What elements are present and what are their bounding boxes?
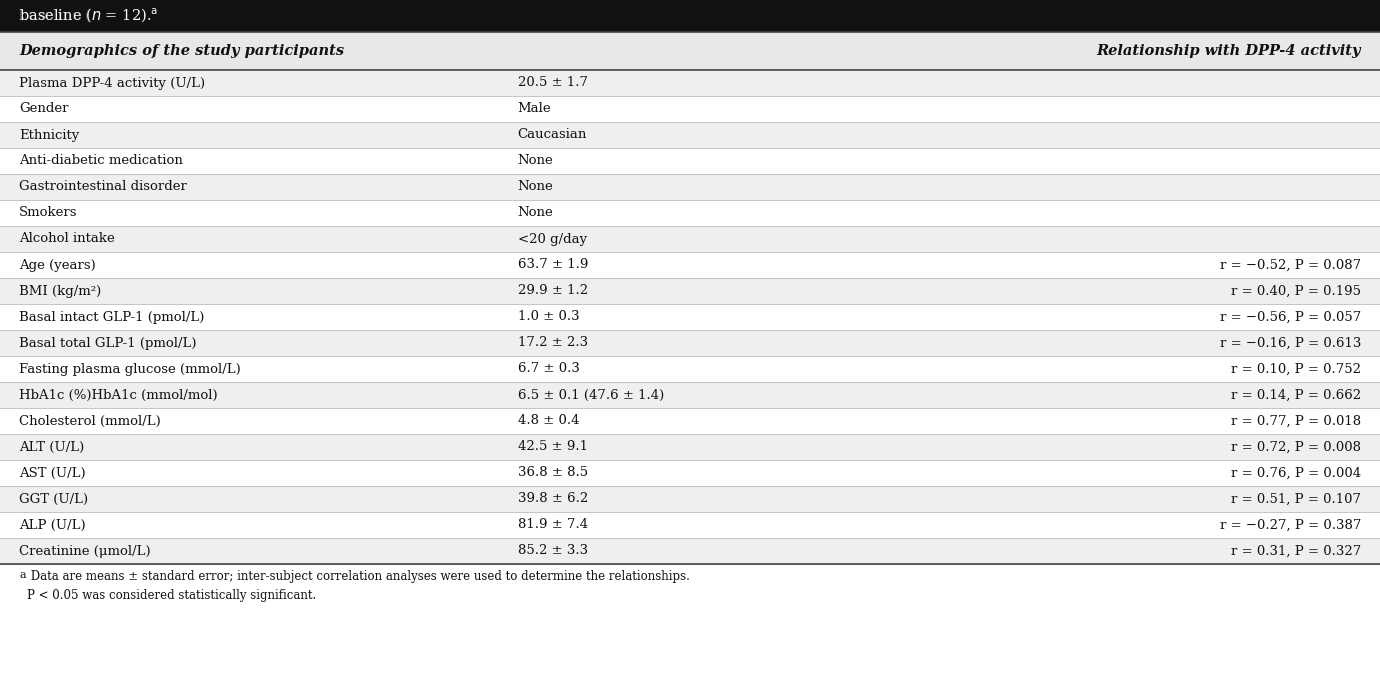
Text: r = 0.77, P = 0.018: r = 0.77, P = 0.018 — [1231, 414, 1361, 428]
Bar — [0, 434, 1380, 460]
Text: 39.8 ± 6.2: 39.8 ± 6.2 — [518, 492, 588, 506]
Bar — [0, 32, 1380, 70]
Text: r = 0.40, P = 0.195: r = 0.40, P = 0.195 — [1231, 285, 1361, 298]
Bar — [0, 148, 1380, 174]
Text: 4.8 ± 0.4: 4.8 ± 0.4 — [518, 414, 580, 428]
Bar — [0, 408, 1380, 434]
Text: AST (U/L): AST (U/L) — [19, 466, 86, 479]
Text: 17.2 ± 2.3: 17.2 ± 2.3 — [518, 336, 588, 349]
Text: 1.0 ± 0.3: 1.0 ± 0.3 — [518, 311, 580, 323]
Text: Smokers: Smokers — [19, 207, 77, 220]
Bar — [0, 252, 1380, 278]
Text: 6.7 ± 0.3: 6.7 ± 0.3 — [518, 363, 580, 376]
Text: baseline (: baseline ( — [19, 9, 91, 23]
Text: r = −0.27, P = 0.387: r = −0.27, P = 0.387 — [1220, 519, 1361, 532]
Text: r = 0.51, P = 0.107: r = 0.51, P = 0.107 — [1231, 492, 1361, 506]
Text: Gastrointestinal disorder: Gastrointestinal disorder — [19, 180, 186, 193]
Text: Creatinine (μmol/L): Creatinine (μmol/L) — [19, 544, 150, 557]
Text: 6.5 ± 0.1 (47.6 ± 1.4): 6.5 ± 0.1 (47.6 ± 1.4) — [518, 388, 664, 401]
Text: Alcohol intake: Alcohol intake — [19, 233, 115, 245]
Bar — [0, 356, 1380, 382]
Text: 85.2 ± 3.3: 85.2 ± 3.3 — [518, 544, 588, 557]
Text: r = −0.52, P = 0.087: r = −0.52, P = 0.087 — [1220, 258, 1361, 271]
Bar — [0, 278, 1380, 304]
Text: None: None — [518, 207, 553, 220]
Text: None: None — [518, 180, 553, 193]
Text: 29.9 ± 1.2: 29.9 ± 1.2 — [518, 285, 588, 298]
Text: r = 0.31, P = 0.327: r = 0.31, P = 0.327 — [1231, 544, 1361, 557]
Text: Gender: Gender — [19, 102, 69, 115]
Bar — [0, 512, 1380, 538]
Text: 81.9 ± 7.4: 81.9 ± 7.4 — [518, 519, 588, 532]
Text: r = −0.56, P = 0.057: r = −0.56, P = 0.057 — [1220, 311, 1361, 323]
Text: Plasma DPP-4 activity (U/L): Plasma DPP-4 activity (U/L) — [19, 77, 206, 89]
Bar — [0, 0, 1380, 32]
Text: r = −0.16, P = 0.613: r = −0.16, P = 0.613 — [1220, 336, 1361, 349]
Text: Age (years): Age (years) — [19, 258, 95, 271]
Text: Ethnicity: Ethnicity — [19, 129, 79, 142]
Bar — [0, 460, 1380, 486]
Text: Cholesterol (mmol/L): Cholesterol (mmol/L) — [19, 414, 161, 428]
Bar — [0, 226, 1380, 252]
Text: r = 0.76, P = 0.004: r = 0.76, P = 0.004 — [1231, 466, 1361, 479]
Text: <20 g/day: <20 g/day — [518, 233, 586, 245]
Text: 20.5 ± 1.7: 20.5 ± 1.7 — [518, 77, 588, 89]
Text: 36.8 ± 8.5: 36.8 ± 8.5 — [518, 466, 588, 479]
Bar — [0, 96, 1380, 122]
Text: Anti-diabetic medication: Anti-diabetic medication — [19, 155, 184, 167]
Text: GGT (U/L): GGT (U/L) — [19, 492, 88, 506]
Text: Caucasian: Caucasian — [518, 129, 586, 142]
Text: r = 0.72, P = 0.008: r = 0.72, P = 0.008 — [1231, 441, 1361, 454]
Text: 42.5 ± 9.1: 42.5 ± 9.1 — [518, 441, 588, 454]
Text: baseline (: baseline ( — [19, 9, 91, 23]
Text: r = 0.14, P = 0.662: r = 0.14, P = 0.662 — [1231, 388, 1361, 401]
Text: r = 0.10, P = 0.752: r = 0.10, P = 0.752 — [1231, 363, 1361, 376]
Bar — [0, 538, 1380, 564]
Text: Basal intact GLP-1 (pmol/L): Basal intact GLP-1 (pmol/L) — [19, 311, 204, 323]
Bar — [0, 382, 1380, 408]
Bar — [0, 174, 1380, 200]
Bar — [0, 122, 1380, 148]
Text: ALT (U/L): ALT (U/L) — [19, 441, 84, 454]
Bar — [0, 486, 1380, 512]
Text: baseline ($\it{n}$ = 12).$^{\mathrm{a}}$: baseline ($\it{n}$ = 12).$^{\mathrm{a}}$ — [19, 7, 159, 25]
Text: Male: Male — [518, 102, 551, 115]
Text: BMI (kg/m²): BMI (kg/m²) — [19, 285, 101, 298]
Text: HbA1c (%)HbA1c (mmol/mol): HbA1c (%)HbA1c (mmol/mol) — [19, 388, 218, 401]
Text: Demographics of the study participants: Demographics of the study participants — [19, 44, 344, 58]
Text: Data are means ± standard error; inter-subject correlation analyses were used to: Data are means ± standard error; inter-s… — [28, 570, 694, 602]
Text: a: a — [19, 570, 26, 580]
Bar — [0, 70, 1380, 96]
Bar — [0, 304, 1380, 330]
Text: ALP (U/L): ALP (U/L) — [19, 519, 86, 532]
Text: Fasting plasma glucose (mmol/L): Fasting plasma glucose (mmol/L) — [19, 363, 240, 376]
Bar — [0, 330, 1380, 356]
Text: Relationship with DPP-4 activity: Relationship with DPP-4 activity — [1097, 44, 1361, 58]
Text: 63.7 ± 1.9: 63.7 ± 1.9 — [518, 258, 588, 271]
Text: None: None — [518, 155, 553, 167]
Text: Basal total GLP-1 (pmol/L): Basal total GLP-1 (pmol/L) — [19, 336, 196, 349]
Bar — [0, 200, 1380, 226]
